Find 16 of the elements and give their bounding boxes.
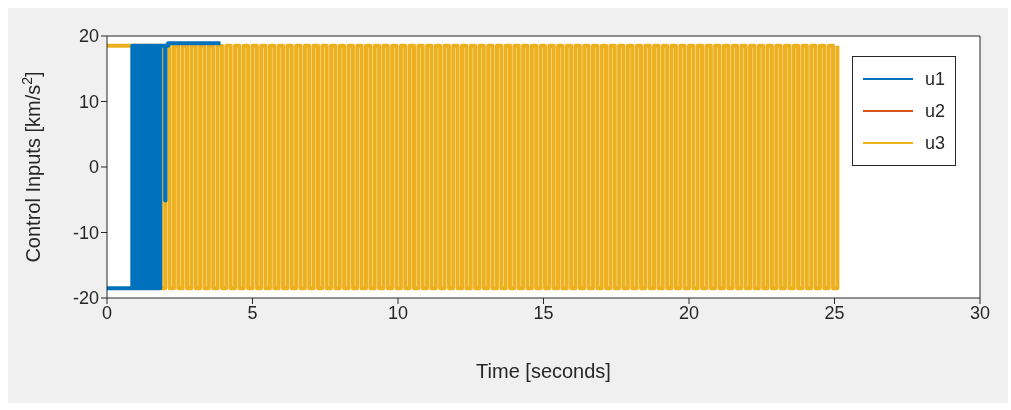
x-tick-label: 0 (101, 302, 113, 323)
y-tick-label: 10 (78, 91, 99, 112)
x-tick-label: 25 (824, 302, 845, 323)
legend-label: u3 (924, 132, 945, 154)
legend-label: u2 (924, 100, 945, 122)
x-tick-label: 30 (969, 302, 991, 323)
y-tick-label: -20 (72, 288, 99, 309)
y-tick-label: 20 (78, 26, 99, 47)
x-axis-title: Time [seconds] (476, 360, 611, 382)
x-tick-label: 5 (247, 302, 258, 323)
y-tick-label: -10 (72, 222, 99, 243)
x-tick-label: 15 (533, 302, 554, 323)
x-tick-label: 10 (387, 302, 409, 323)
y-tick-label: 0 (88, 157, 99, 178)
x-tick-label: 20 (678, 302, 700, 323)
legend-label: u1 (924, 68, 945, 90)
